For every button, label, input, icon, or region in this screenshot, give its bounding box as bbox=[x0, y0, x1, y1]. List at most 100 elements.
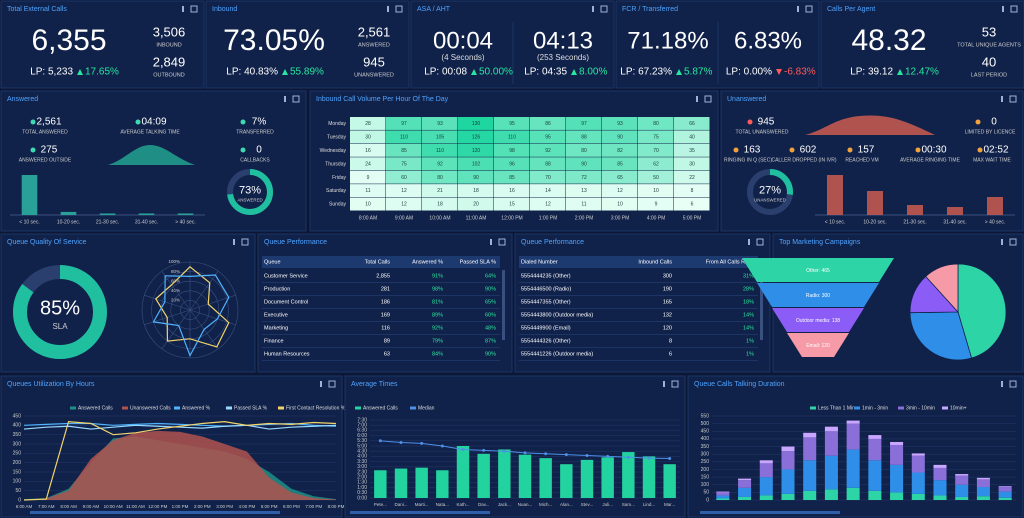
cell-value: 126 bbox=[472, 134, 481, 140]
bar-segment bbox=[846, 423, 860, 450]
kpi-side-value: 2,561 bbox=[358, 24, 391, 39]
heat-cell bbox=[386, 184, 422, 198]
scrollbar bbox=[350, 511, 490, 514]
panel-title: FCR / Transferred bbox=[622, 6, 678, 13]
kpi-side-value: 53 bbox=[982, 24, 996, 39]
cell-value: 90 bbox=[617, 134, 623, 140]
y-tick-label: 6:00 bbox=[357, 433, 367, 439]
y-tick-label: 200 bbox=[701, 467, 710, 473]
x-tick-label: < 10 sec. bbox=[19, 219, 39, 225]
heat-cell bbox=[674, 143, 710, 157]
window-icon bbox=[395, 5, 403, 13]
window-icon bbox=[671, 380, 679, 388]
cell-value: 8 bbox=[691, 188, 694, 194]
column-header: Answered % bbox=[412, 259, 443, 265]
heat-cell bbox=[386, 117, 422, 130]
table-cell: 120 bbox=[663, 325, 672, 331]
menu-icon bbox=[182, 6, 184, 12]
x-tick-label: Mich... bbox=[539, 502, 552, 507]
panel-title: ASA / AHT bbox=[417, 6, 451, 13]
x-tick-label: 3:00 PM bbox=[216, 504, 233, 509]
stat-icon bbox=[733, 147, 739, 153]
cell-value: 88 bbox=[581, 134, 587, 140]
panel-title: Queue Performance bbox=[264, 239, 327, 246]
x-tick-label: 10:00 AM bbox=[104, 504, 123, 509]
x-tick-label: 3:00 PM bbox=[611, 215, 630, 221]
cell-value: 88 bbox=[545, 161, 551, 167]
x-tick-label: > 40 sec. bbox=[985, 219, 1005, 225]
y-tick-label: 350 bbox=[701, 444, 710, 450]
bar-segment bbox=[911, 493, 925, 500]
pie-slice bbox=[925, 263, 959, 314]
window-icon bbox=[1009, 238, 1017, 246]
bar bbox=[99, 213, 116, 215]
cell-value: 22 bbox=[689, 175, 695, 181]
stat-value: 157 bbox=[858, 145, 875, 156]
bar-segment bbox=[716, 498, 730, 500]
heat-cell bbox=[530, 157, 566, 171]
stat-label: TOTAL ANSWERED bbox=[22, 129, 68, 135]
heat-cell bbox=[674, 170, 710, 184]
cell-value: 95 bbox=[545, 134, 551, 140]
table-cell: Document Control bbox=[264, 299, 308, 305]
line bbox=[23, 420, 337, 501]
stat-value: 02:52 bbox=[983, 145, 1008, 156]
bar bbox=[60, 211, 77, 215]
cell-value: 11 bbox=[365, 188, 370, 194]
y-tick-label: 0:00 bbox=[357, 495, 367, 501]
pie-slice bbox=[909, 311, 973, 361]
window-icon bbox=[1009, 95, 1017, 103]
kpi-last-period: LP: 39.12 bbox=[850, 67, 893, 78]
pie-slice bbox=[957, 263, 1007, 359]
arrow-down bbox=[776, 69, 782, 75]
table-cell: 89% bbox=[432, 312, 443, 318]
donut-caption: UNANSWERED bbox=[754, 197, 786, 202]
heat-cell bbox=[674, 157, 710, 171]
legend-swatch bbox=[226, 406, 232, 410]
cell-value: 93 bbox=[617, 121, 623, 127]
cell-value: 110 bbox=[400, 134, 408, 140]
heat-cell bbox=[602, 197, 638, 211]
window-icon bbox=[805, 5, 813, 13]
heat-cell bbox=[458, 130, 494, 144]
cell-value: 50 bbox=[653, 175, 659, 181]
cell-value: 92 bbox=[437, 161, 443, 167]
kpi-value: 73.05% bbox=[223, 24, 325, 57]
x-tick-label: 12:00 PM bbox=[501, 215, 522, 221]
table-cell: 89 bbox=[384, 338, 390, 344]
y-tick-label: 450 bbox=[13, 413, 22, 419]
cell-value: 24 bbox=[365, 161, 371, 167]
menu-icon bbox=[1001, 381, 1003, 387]
stat-value: 7% bbox=[252, 117, 267, 128]
stat-icon bbox=[240, 119, 246, 125]
heat-cell bbox=[674, 184, 710, 198]
heat-cell bbox=[530, 117, 566, 130]
y-tick-label: 350 bbox=[13, 432, 22, 438]
panel-title: Top Marketing Campaigns bbox=[779, 239, 861, 246]
heat-cell bbox=[638, 197, 674, 211]
cell-value: 60 bbox=[401, 175, 407, 181]
y-tick-label: 3:00 bbox=[357, 464, 367, 470]
x-tick-label: Stev... bbox=[581, 502, 593, 507]
bar-segment bbox=[998, 487, 1012, 492]
bar-segment bbox=[998, 486, 1012, 488]
legend-swatch bbox=[810, 406, 816, 410]
heat-cell bbox=[386, 143, 422, 157]
cell-value: 90 bbox=[473, 175, 479, 181]
stat-label: RINGING IN Q (SEC) bbox=[724, 157, 772, 163]
cell-value: 13 bbox=[581, 188, 587, 194]
kpi-value: 00:04 bbox=[433, 27, 493, 54]
row-label: Friday bbox=[332, 175, 346, 181]
scrollbar bbox=[700, 511, 840, 514]
x-tick-label: 11:00 AM bbox=[126, 504, 145, 509]
arrow-up bbox=[571, 69, 577, 75]
panel-title: Inbound Call Volume Per Hour Of The Day bbox=[316, 96, 449, 103]
heat-cell bbox=[566, 197, 602, 211]
bar-segment bbox=[781, 469, 795, 494]
stat-label: CALLBACKS bbox=[240, 157, 270, 163]
stat-value: 945 bbox=[758, 117, 775, 128]
bar-segment bbox=[759, 495, 773, 500]
legend-swatch bbox=[174, 406, 180, 410]
bar-segment bbox=[738, 487, 752, 497]
